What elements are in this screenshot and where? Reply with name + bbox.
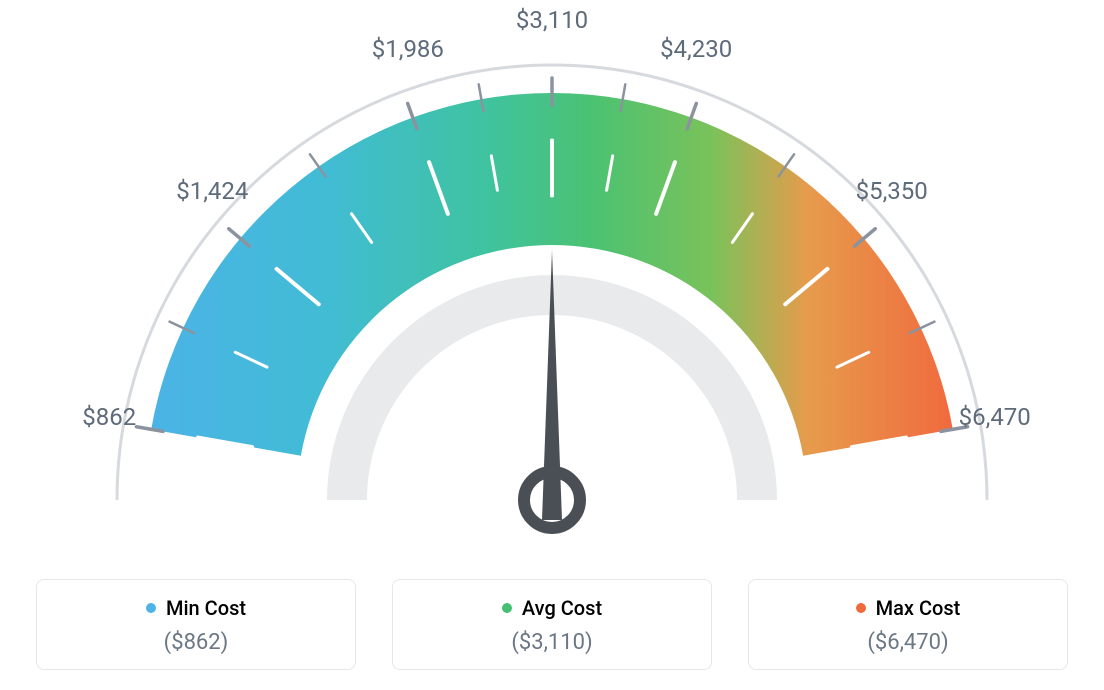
dot-icon: [502, 603, 512, 613]
legend-value-max: ($6,470): [759, 630, 1057, 655]
gauge-tick-label: $1,424: [176, 177, 248, 205]
legend-title-text: Avg Cost: [522, 596, 602, 620]
legend-title-min: Min Cost: [146, 596, 246, 620]
gauge-tick-label: $862: [82, 403, 136, 431]
dot-icon: [856, 603, 866, 613]
gauge-svg: [0, 0, 1104, 560]
gauge-tick-label: $5,350: [856, 177, 928, 205]
legend-title-text: Min Cost: [166, 596, 246, 620]
legend-card-min: Min Cost ($862): [36, 579, 356, 670]
legend-title-max: Max Cost: [856, 596, 961, 620]
legend-row: Min Cost ($862) Avg Cost ($3,110) Max Co…: [0, 579, 1104, 670]
gauge-tick-label: $1,986: [372, 35, 444, 63]
legend-card-avg: Avg Cost ($3,110): [392, 579, 712, 670]
legend-value-avg: ($3,110): [403, 630, 701, 655]
legend-title-avg: Avg Cost: [502, 596, 602, 620]
legend-card-max: Max Cost ($6,470): [748, 579, 1068, 670]
gauge-tick-label: $3,110: [516, 6, 588, 34]
gauge-tick-label: $4,230: [660, 35, 732, 63]
dot-icon: [146, 603, 156, 613]
legend-value-min: ($862): [47, 630, 345, 655]
gauge-tick-label: $6,470: [959, 403, 1031, 431]
gauge-chart: $862 $1,424 $1,986 $3,110 $4,230 $5,350 $6,470: [0, 0, 1104, 560]
legend-title-text: Max Cost: [876, 596, 961, 620]
